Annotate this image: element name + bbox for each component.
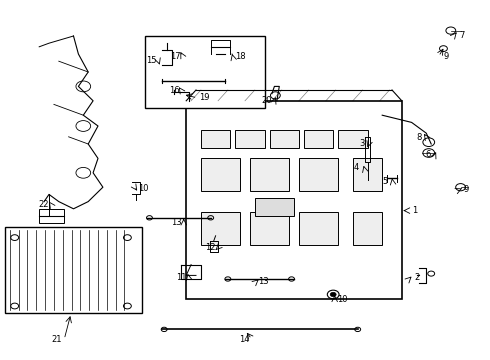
Bar [250, 158, 289, 191]
Bar [235, 130, 265, 148]
Bar [201, 130, 230, 148]
Bar [338, 130, 368, 148]
Bar [353, 158, 382, 191]
Text: 17: 17 [170, 52, 181, 61]
Text: 5: 5 [383, 177, 388, 186]
Text: 9: 9 [443, 52, 448, 61]
Text: 14: 14 [239, 335, 250, 343]
Text: 13: 13 [258, 277, 269, 286]
Text: 20: 20 [262, 96, 272, 105]
Text: 18: 18 [235, 52, 245, 61]
Text: 2: 2 [415, 274, 420, 282]
Bar [250, 212, 289, 245]
Bar [201, 158, 240, 191]
Bar [5, 227, 142, 313]
Bar [201, 212, 240, 245]
Bar [299, 212, 338, 245]
Bar [353, 212, 382, 245]
Text: 3: 3 [359, 139, 364, 148]
Bar [186, 101, 402, 299]
Text: 12: 12 [205, 243, 216, 252]
Bar [145, 36, 265, 108]
Text: 10: 10 [337, 295, 347, 304]
Text: 16: 16 [169, 86, 179, 95]
Text: 6: 6 [425, 150, 430, 159]
Bar [255, 198, 294, 216]
Text: 19: 19 [199, 94, 210, 103]
Bar [299, 158, 338, 191]
Text: 21: 21 [51, 335, 62, 344]
Text: 4: 4 [354, 163, 359, 172]
Text: 10: 10 [138, 184, 148, 193]
Text: 8: 8 [417, 134, 422, 143]
Text: 7: 7 [459, 31, 464, 40]
Circle shape [330, 292, 336, 297]
Text: 11: 11 [176, 274, 187, 282]
Text: 15: 15 [146, 56, 156, 65]
Text: 22: 22 [38, 200, 49, 209]
Bar [270, 130, 299, 148]
Text: 13: 13 [171, 218, 182, 227]
Text: 9: 9 [464, 185, 469, 194]
Text: 1: 1 [413, 206, 417, 215]
Bar [39, 209, 64, 223]
Bar [304, 130, 333, 148]
